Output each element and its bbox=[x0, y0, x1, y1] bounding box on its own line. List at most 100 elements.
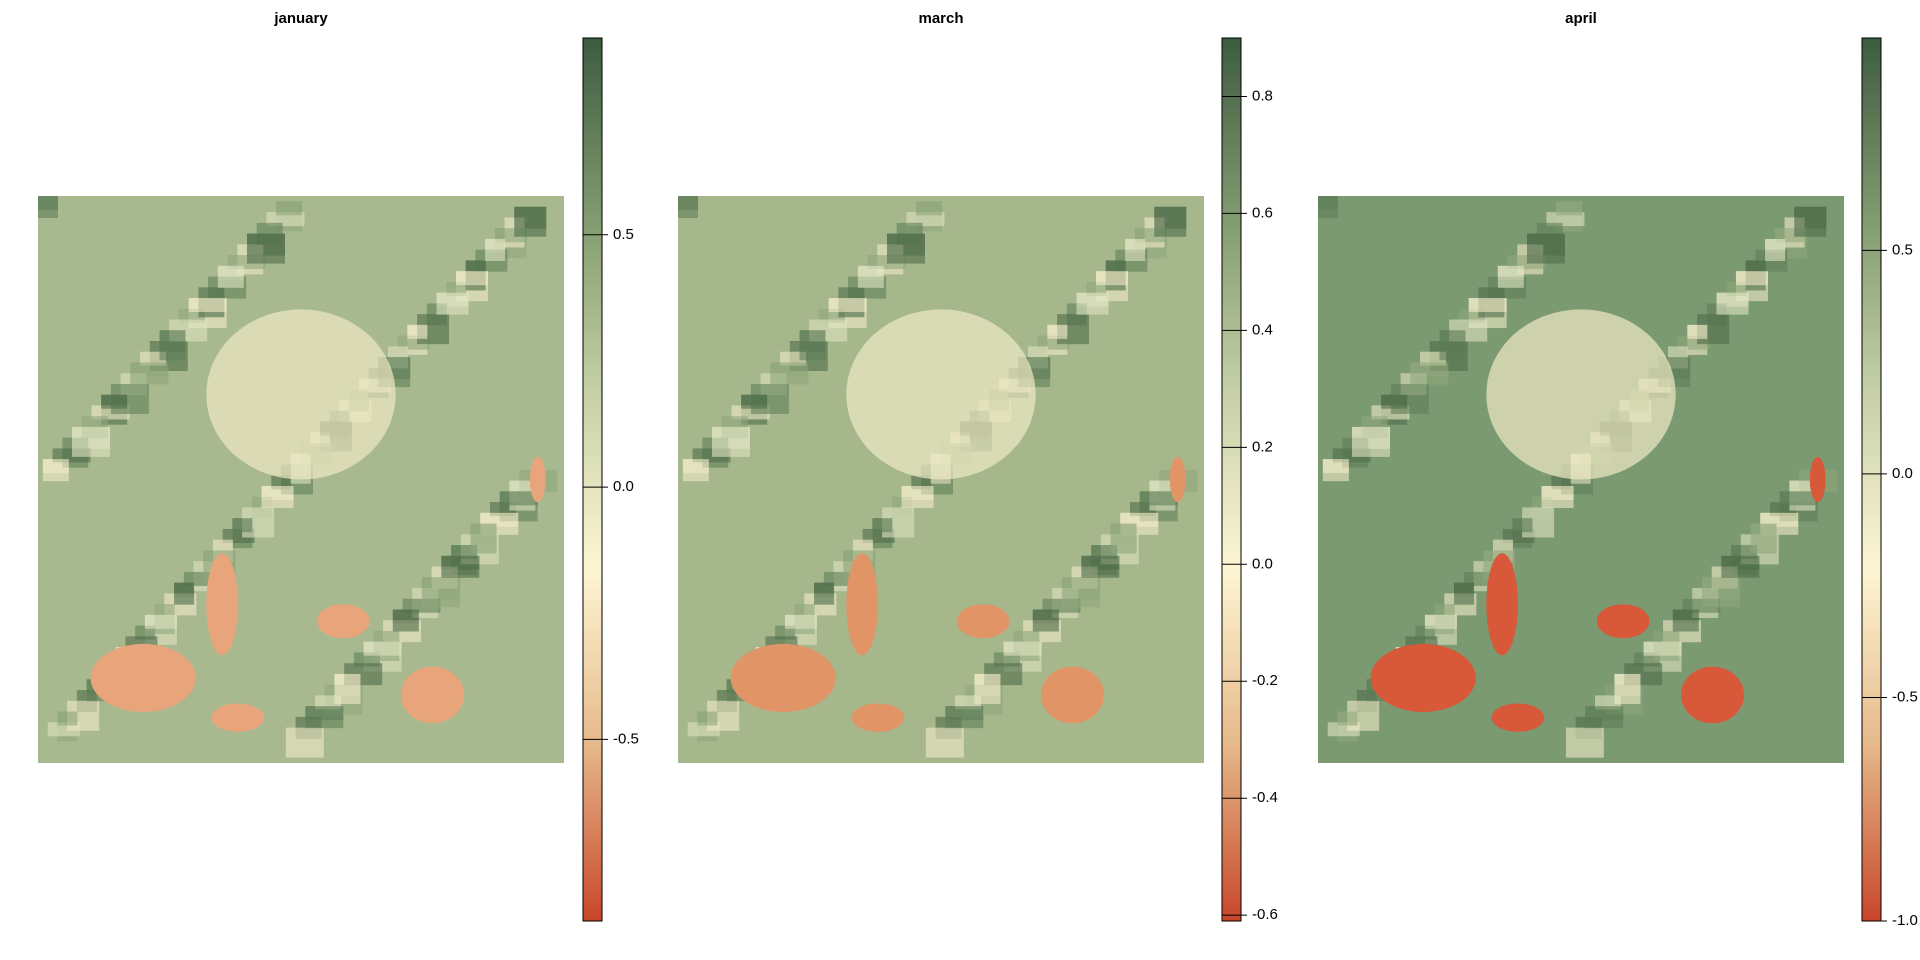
field bbox=[1318, 196, 1338, 218]
field bbox=[455, 271, 488, 286]
field bbox=[1565, 727, 1604, 758]
lake bbox=[400, 666, 465, 724]
colorbar bbox=[1861, 37, 1882, 922]
field bbox=[1556, 201, 1583, 216]
colorbar bbox=[1221, 37, 1242, 922]
field bbox=[72, 426, 111, 457]
field bbox=[1352, 426, 1391, 457]
field bbox=[682, 459, 709, 482]
field bbox=[1154, 206, 1187, 237]
city bbox=[206, 309, 396, 480]
field bbox=[1687, 324, 1708, 339]
field bbox=[741, 394, 768, 409]
tick-label: 0.2 bbox=[1252, 438, 1273, 455]
field bbox=[1381, 394, 1408, 409]
field bbox=[1585, 706, 1624, 729]
lake bbox=[1370, 643, 1476, 712]
field bbox=[1468, 298, 1507, 313]
field bbox=[130, 362, 169, 385]
field bbox=[697, 711, 718, 726]
field bbox=[1765, 238, 1786, 261]
tick-label: -0.6 bbox=[1252, 906, 1278, 923]
field bbox=[135, 625, 156, 640]
field bbox=[276, 201, 303, 216]
field bbox=[1424, 614, 1457, 629]
field bbox=[1061, 577, 1100, 608]
tick-label: 0.4 bbox=[1252, 321, 1273, 338]
panel-title: april bbox=[1565, 10, 1597, 27]
field bbox=[174, 582, 195, 605]
field bbox=[1526, 233, 1565, 264]
field bbox=[1322, 459, 1349, 482]
field bbox=[499, 491, 538, 506]
field bbox=[144, 614, 177, 629]
field bbox=[945, 706, 984, 729]
field bbox=[271, 475, 292, 490]
tick-label: 0.0 bbox=[1252, 555, 1273, 572]
field bbox=[901, 485, 934, 508]
lake bbox=[211, 703, 265, 732]
field bbox=[188, 298, 227, 313]
field bbox=[1415, 625, 1436, 640]
lake bbox=[316, 604, 370, 639]
lake bbox=[1491, 703, 1545, 732]
field bbox=[799, 330, 826, 361]
lake bbox=[846, 553, 878, 656]
field bbox=[266, 212, 305, 227]
field bbox=[911, 475, 932, 490]
tick-label: -0.2 bbox=[1252, 672, 1278, 689]
field bbox=[514, 206, 547, 237]
field bbox=[1110, 523, 1137, 554]
field bbox=[1779, 491, 1818, 506]
tick-label: 0.5 bbox=[1892, 241, 1913, 258]
lake bbox=[206, 553, 238, 656]
field bbox=[1614, 673, 1641, 704]
field bbox=[1032, 609, 1059, 632]
lake bbox=[1809, 456, 1826, 503]
field bbox=[1794, 206, 1827, 237]
field bbox=[392, 609, 419, 632]
field bbox=[1086, 281, 1107, 296]
field bbox=[485, 238, 506, 261]
field bbox=[159, 330, 186, 361]
field bbox=[305, 706, 344, 729]
field bbox=[1750, 523, 1777, 554]
field bbox=[1003, 641, 1042, 656]
field bbox=[441, 555, 480, 578]
field bbox=[1095, 271, 1128, 286]
field bbox=[42, 459, 69, 482]
field bbox=[363, 641, 402, 656]
tick-label: 0.8 bbox=[1252, 87, 1273, 104]
field bbox=[678, 196, 698, 218]
field bbox=[1716, 292, 1749, 315]
lake bbox=[1040, 666, 1105, 724]
field bbox=[1454, 582, 1475, 605]
field bbox=[974, 673, 1001, 704]
field bbox=[1512, 518, 1533, 533]
field bbox=[1701, 577, 1740, 608]
field bbox=[828, 298, 867, 313]
lake bbox=[1169, 456, 1186, 503]
panel-title: january bbox=[273, 10, 328, 27]
field bbox=[925, 727, 964, 758]
lake bbox=[529, 456, 546, 503]
field bbox=[857, 265, 884, 288]
field bbox=[217, 265, 244, 288]
field bbox=[1410, 362, 1449, 385]
field bbox=[232, 518, 253, 533]
field bbox=[1726, 281, 1747, 296]
panel-title: march bbox=[918, 10, 963, 27]
field bbox=[770, 362, 809, 385]
field bbox=[1076, 292, 1109, 315]
field bbox=[1497, 265, 1524, 288]
lake bbox=[1596, 604, 1650, 639]
field bbox=[1551, 475, 1572, 490]
lake bbox=[851, 703, 905, 732]
tick-label: -1.0 bbox=[1892, 912, 1918, 929]
tick-label: 0.6 bbox=[1252, 204, 1273, 221]
field bbox=[1047, 324, 1068, 339]
field bbox=[261, 485, 294, 508]
city bbox=[846, 309, 1036, 480]
